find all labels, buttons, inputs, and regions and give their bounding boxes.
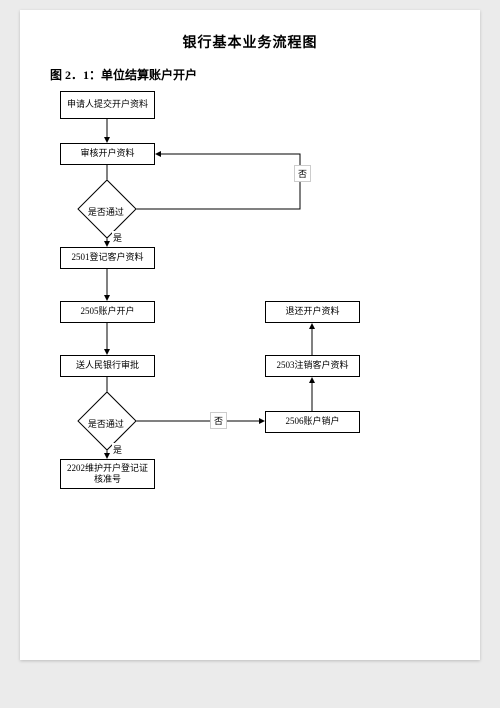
decision-label: 是否通过 <box>76 417 136 430</box>
node-label: 申请人提交开户资料 <box>67 99 148 110</box>
node-label: 审核开户资料 <box>80 148 134 159</box>
node-review-docs: 审核开户资料 <box>60 143 155 165</box>
node-label: 2202维护开户登记证核准号 <box>64 463 151 486</box>
decision-pass-2: 是否通过 <box>77 391 136 450</box>
figure-caption: 图 2．1：单位结算账户开户 <box>50 66 450 83</box>
node-2506: 2506账户销户 <box>265 411 360 433</box>
node-2503: 2503注销客户资料 <box>265 355 360 377</box>
page-title: 银行基本业务流程图 <box>50 32 450 52</box>
node-label: 2505账户开户 <box>80 306 134 317</box>
document-page: 银行基本业务流程图 图 2．1：单位结算账户开户 <box>20 10 480 660</box>
node-2501: 2501登记客户资料 <box>60 247 155 269</box>
node-send-pbc: 送人民银行审批 <box>60 355 155 377</box>
node-return-docs: 退还开户资料 <box>265 301 360 323</box>
node-submit-docs: 申请人提交开户资料 <box>60 91 155 119</box>
edge-label-no-2: 否 <box>210 412 227 429</box>
node-label: 送人民银行审批 <box>76 360 139 371</box>
edge-label-no-1: 否 <box>294 165 311 182</box>
node-label: 2503注销客户资料 <box>276 360 348 371</box>
node-label: 2506账户销户 <box>285 416 339 427</box>
edge-label-yes-2: 是 <box>112 443 123 456</box>
decision-label: 是否通过 <box>76 205 136 218</box>
node-label: 2501登记客户资料 <box>71 252 143 263</box>
edge-label-yes-1: 是 <box>112 231 123 244</box>
node-label: 退还开户资料 <box>285 306 339 317</box>
decision-pass-1: 是否通过 <box>77 179 136 238</box>
node-2505: 2505账户开户 <box>60 301 155 323</box>
node-2202: 2202维护开户登记证核准号 <box>60 459 155 489</box>
flowchart-canvas: 申请人提交开户资料 审核开户资料 是否通过 是 否 2501登记客户资料 250… <box>50 91 450 571</box>
